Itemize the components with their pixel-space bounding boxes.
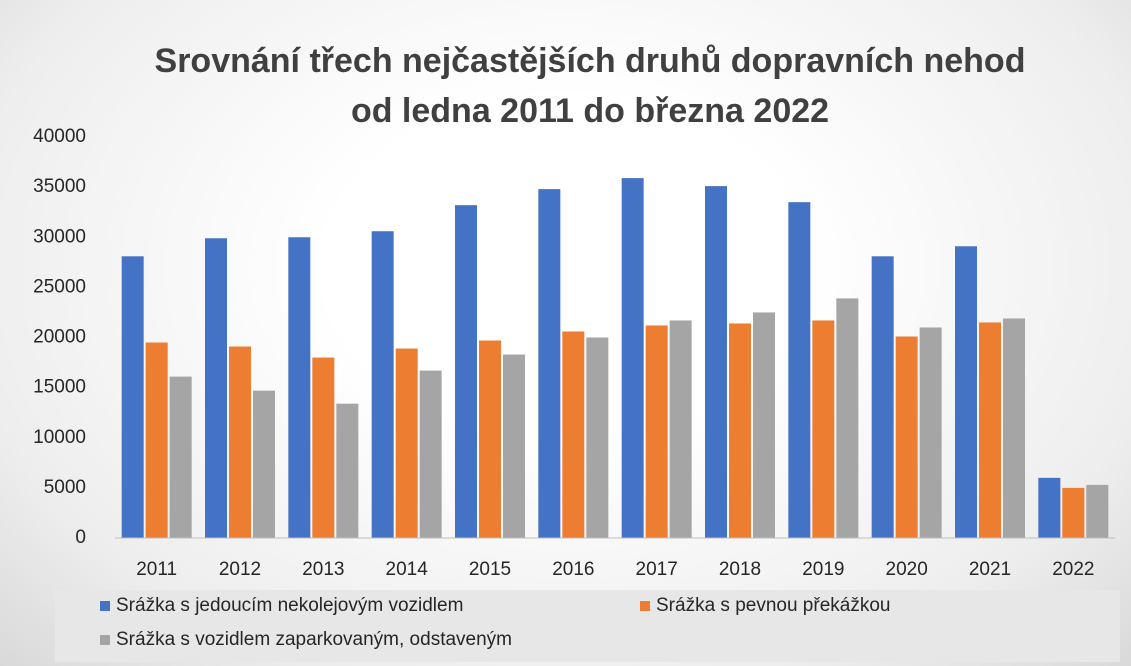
bar [895, 336, 918, 538]
bar [955, 246, 977, 538]
bar [705, 186, 727, 538]
x-tick-label: 2014 [386, 559, 429, 580]
bar [312, 357, 335, 538]
legend-swatch [640, 601, 650, 611]
bar [1062, 487, 1085, 538]
y-tick-label: 35000 [33, 176, 86, 197]
bar [253, 390, 275, 538]
bar [503, 354, 525, 538]
bar [788, 202, 811, 538]
legend-label: Srážka s vozidlem zaparkovaným, odstaven… [116, 629, 512, 650]
legend-label: Srážka s pevnou překážkou [656, 595, 890, 616]
legend-box [55, 590, 1120, 662]
x-tick-label: 2021 [969, 559, 1011, 580]
legend-swatch [100, 635, 110, 645]
bar [1086, 484, 1109, 538]
y-tick-label: 5000 [44, 477, 86, 498]
bar [455, 205, 477, 539]
y-tick-label: 25000 [33, 276, 86, 297]
bar [586, 337, 609, 538]
bar [729, 323, 751, 538]
chart-title: Srovnání třech nejčastějších druhů dopra… [154, 42, 1026, 130]
y-tick-label: 0 [75, 527, 86, 548]
x-tick-label: 2015 [469, 559, 511, 580]
x-tick-label: 2016 [552, 559, 594, 580]
bar [812, 320, 835, 538]
bar [538, 189, 561, 538]
bar [669, 320, 692, 538]
bar [395, 348, 418, 538]
bar [419, 370, 442, 538]
bar [229, 346, 251, 538]
bar [919, 327, 942, 538]
bar [979, 322, 1001, 538]
bar [645, 325, 668, 538]
legend-label: Srážka s jedoucím nekolejovým vozidlem [116, 595, 463, 616]
x-tick-label: 2018 [719, 559, 761, 580]
y-tick-label: 10000 [33, 427, 86, 448]
x-tick-label: 2013 [302, 559, 344, 580]
x-tick-label: 2012 [219, 559, 261, 580]
x-tick-label: 2011 [136, 559, 177, 580]
bar [205, 238, 227, 538]
bar [371, 231, 394, 539]
bar [121, 256, 144, 538]
x-tick-label: 2022 [1052, 559, 1094, 580]
legend-swatch [100, 601, 110, 611]
y-tick-label: 20000 [33, 327, 86, 348]
bar [562, 331, 585, 538]
bar [753, 312, 775, 538]
y-tick-label: 40000 [33, 126, 86, 147]
bar [1038, 477, 1061, 538]
bar [479, 340, 501, 538]
y-tick-label: 15000 [33, 377, 86, 398]
y-tick-label: 30000 [33, 226, 86, 247]
x-tick-label: 2019 [802, 559, 844, 580]
bar [1003, 318, 1025, 538]
x-tick-label: 2020 [886, 559, 928, 580]
x-tick-label: 2017 [636, 559, 678, 580]
bar [169, 376, 192, 538]
bar [836, 298, 859, 538]
bar [871, 256, 894, 538]
bar [145, 342, 168, 538]
bar [288, 237, 311, 538]
bar [621, 178, 644, 539]
bar [336, 403, 359, 538]
